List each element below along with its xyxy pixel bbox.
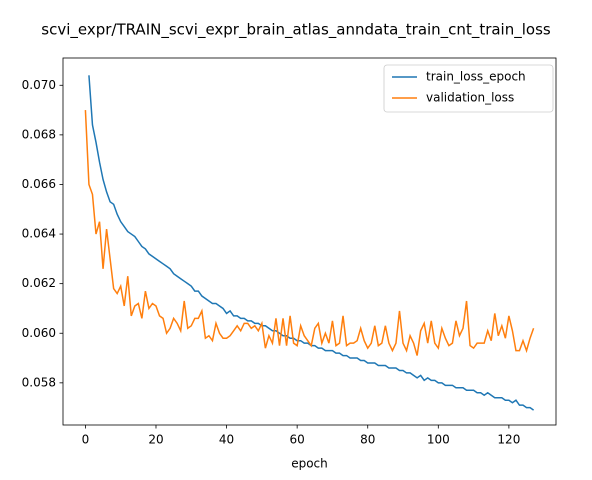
x-tick-label: 120	[497, 433, 520, 447]
legend-box	[383, 64, 554, 113]
series-line	[88, 75, 535, 411]
x-tick-label: 100	[427, 433, 450, 447]
y-tick-label: 0.066	[22, 177, 56, 191]
chart-title: scvi_expr/TRAIN_scvi_expr_brain_atlas_an…	[41, 21, 551, 40]
x-tick-label: 80	[360, 433, 375, 447]
x-tick-label: 0	[82, 433, 90, 447]
y-tick-label: 0.058	[22, 375, 56, 389]
y-tick-label: 0.070	[22, 78, 56, 92]
legend-label: train_loss_epoch	[426, 70, 526, 84]
y-tick-label: 0.068	[22, 127, 56, 141]
x-tick-label: 40	[219, 433, 234, 447]
y-tick-label: 0.062	[22, 276, 56, 290]
x-tick-label: 60	[290, 433, 305, 447]
x-tick-label: 20	[148, 433, 163, 447]
y-tick-label: 0.060	[22, 326, 56, 340]
plot-frame	[62, 57, 557, 426]
legend-label: validation_loss	[426, 91, 514, 105]
y-tick-label: 0.064	[22, 227, 56, 241]
x-axis-label: epoch	[291, 457, 328, 471]
series-line	[84, 110, 535, 356]
